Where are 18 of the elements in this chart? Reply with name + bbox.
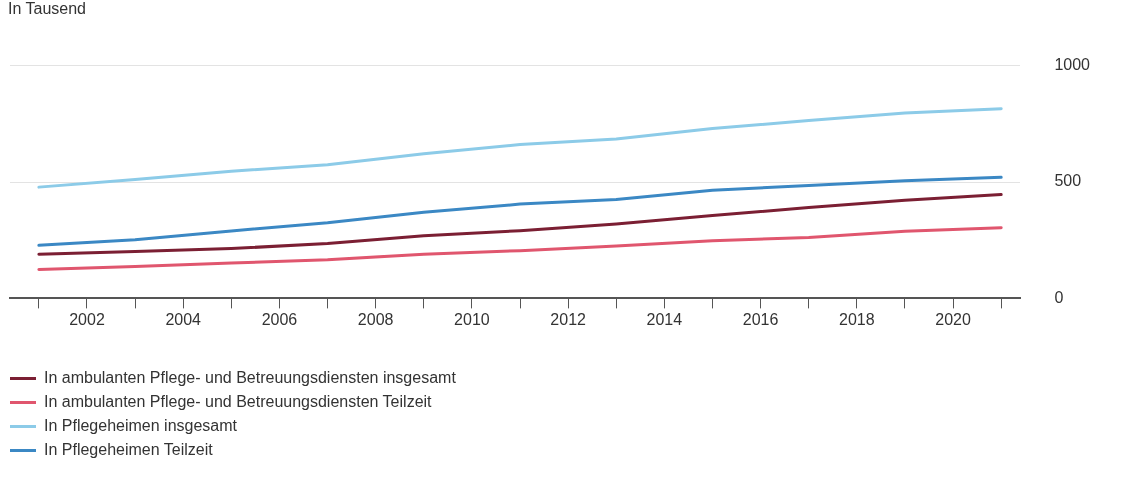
legend-label: In ambulanten Pflege- und Betreuungsdiensten insgesamt — [44, 369, 456, 387]
x-tick-label: 2016 — [742, 311, 779, 329]
y-tick-label: 1000 — [1054, 56, 1091, 74]
legend-label: In Pflegeheimen Teilzeit — [44, 441, 213, 459]
x-tick-label: 2004 — [165, 311, 202, 329]
x-tick-label: 2020 — [935, 311, 971, 329]
y-tick-label: 0 — [1054, 288, 1064, 306]
x-tick-label: 2006 — [261, 311, 298, 329]
y-tick-label: 500 — [1054, 172, 1082, 190]
legend-label: In ambulanten Pflege- und Betreuungsdiensten Teilzeit — [44, 393, 432, 411]
x-tick-label: 2014 — [646, 311, 683, 329]
y-axis-title: In Tausend — [8, 0, 86, 18]
x-tick-label: 2010 — [454, 311, 490, 329]
x-tick-label: 2018 — [839, 311, 875, 329]
x-tick-label: 2002 — [69, 311, 105, 329]
legend-label: In Pflegeheimen insgesamt — [44, 417, 237, 435]
x-tick-label: 2008 — [357, 311, 394, 329]
x-tick-label: 2012 — [550, 311, 587, 329]
